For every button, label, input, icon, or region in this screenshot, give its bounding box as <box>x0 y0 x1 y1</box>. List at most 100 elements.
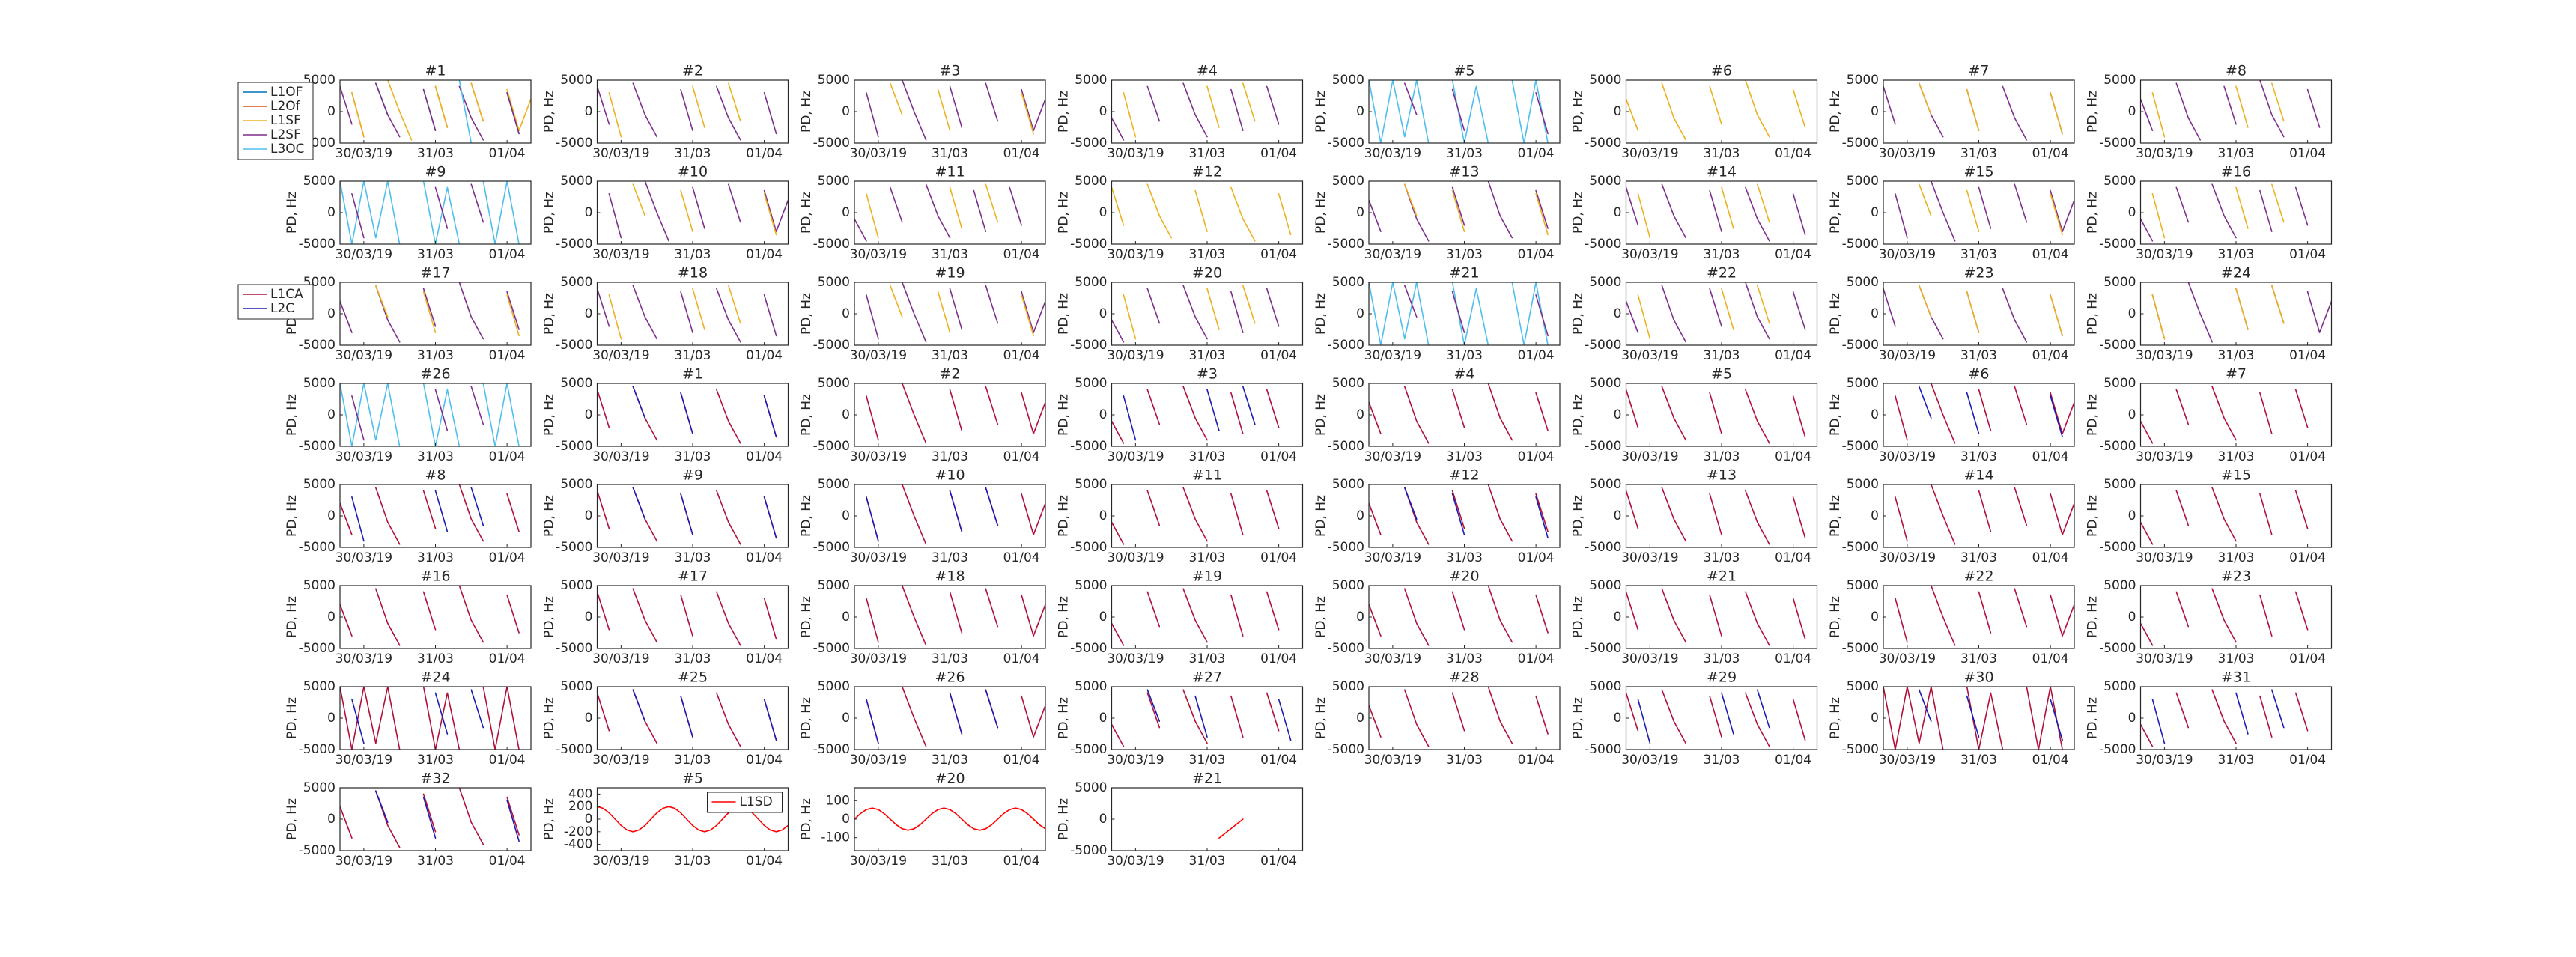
x-tick-label: 30/03/19 <box>1364 449 1421 464</box>
axes-background <box>854 80 1045 143</box>
subplot-title: #7 <box>2226 366 2247 383</box>
y-axis-label: PD, Hz <box>799 697 814 739</box>
y-axis-label: PD, Hz <box>1313 91 1328 133</box>
x-tick-label: 31/03 <box>1446 146 1483 161</box>
y-axis-label: PD, Hz <box>2086 91 2100 133</box>
x-tick-label: 01/04 <box>1775 247 1811 262</box>
subplot-title: #23 <box>1963 265 1993 282</box>
series-line <box>890 82 1034 135</box>
x-tick-label: 30/03/19 <box>1879 651 1936 666</box>
subplot-title: #13 <box>1449 164 1479 180</box>
y-axis-label: PD, Hz <box>285 495 300 537</box>
y-axis-label: PD, Hz <box>542 91 557 133</box>
y-tick-label: -5000 <box>1842 540 1879 555</box>
axes-background <box>1883 282 2074 345</box>
x-tick-label: 30/03/19 <box>850 449 907 464</box>
y-axis-label: PD, Hz <box>1571 394 1586 436</box>
y-axis-label: PD, Hz <box>542 394 557 436</box>
plot-area <box>1626 487 1806 545</box>
y-tick-label: 0 <box>842 711 850 726</box>
subplot: #31 PD, Hz -5000 0 5000 30/03/19 31/03 01/04 <box>2086 669 2333 768</box>
x-tick-label: 01/04 <box>1518 146 1555 161</box>
series-line <box>1369 687 1549 747</box>
x-tick-label: 30/03/19 <box>1364 651 1421 666</box>
y-tick-label: -5000 <box>556 540 592 555</box>
x-tick-label: 01/04 <box>1775 348 1811 363</box>
y-tick-label: 5000 <box>1589 578 1621 593</box>
x-tick-label: 31/03 <box>1446 247 1483 262</box>
y-tick-label: 0 <box>1099 407 1108 422</box>
axes-background <box>1626 687 1817 750</box>
x-tick-label: 31/03 <box>1704 247 1740 262</box>
subplot: #13 PD, Hz-5000 0 5000 30/03/19 31/03 01/04 <box>1313 164 1561 262</box>
x-tick-label: 31/03 <box>932 550 968 565</box>
y-tick-label: 100 <box>826 793 850 808</box>
series-line <box>1895 484 2074 545</box>
x-tick-label: 01/04 <box>489 348 526 363</box>
y-axis-label: PD, Hz <box>1057 293 1072 335</box>
y-tick-label: 200 <box>568 799 592 814</box>
y-tick-label: 0 <box>842 306 850 321</box>
plot-area <box>1112 386 1303 443</box>
x-tick-label: 01/04 <box>1003 550 1040 565</box>
x-tick-label: 01/04 <box>746 854 783 869</box>
plot-area <box>340 687 520 750</box>
plot-area <box>854 807 1045 831</box>
series-line <box>340 82 520 141</box>
y-tick-label: 5000 <box>2103 578 2136 593</box>
y-tick-label: 5000 <box>1075 679 1107 694</box>
x-tick-label: 30/03/19 <box>592 550 649 565</box>
plot-area <box>2141 184 2332 241</box>
series-line <box>375 790 520 842</box>
y-tick-label: 0 <box>1871 610 1879 625</box>
axes-background <box>1369 586 1560 648</box>
x-tick-label: 31/03 <box>1960 247 1997 262</box>
series-line <box>866 183 999 239</box>
subplot: #19 PD, Hz -5000 0 5000 30/03/19 31/03 01/04 <box>1057 568 1304 666</box>
plot-area <box>597 285 777 343</box>
subplot: #15 PD, Hz -5000 0 5000 30/03/19 31/03 01/04 <box>2086 467 2333 565</box>
subplot: #7 PD, Hz -5000 0 5000 30/03/19 31/03 01/04 <box>1828 63 2075 161</box>
subplot-title: #26 <box>935 669 965 686</box>
series-line <box>597 285 777 343</box>
y-tick-label: 5000 <box>1589 275 1621 290</box>
y-axis-label: PD, Hz <box>285 394 300 436</box>
axes-background <box>854 383 1045 446</box>
axes-background <box>2140 586 2332 648</box>
series-line <box>597 82 777 141</box>
subplot-title: #20 <box>1449 568 1479 585</box>
axes-background <box>1111 282 1303 345</box>
y-tick-label: -5000 <box>2099 540 2136 555</box>
series-line <box>1637 183 1770 239</box>
y-axis-label: PD, Hz <box>542 495 557 537</box>
axes-background <box>1626 181 1817 244</box>
axes-background <box>1626 383 1817 446</box>
subplot: #11 PD, Hz -5000 0 5000 30/03/19 31/03 01/04 <box>1057 467 1304 565</box>
subplot-title: #11 <box>935 164 965 180</box>
subplot: #26 PD, Hz -5000 0 5000 30/03/19 31/03 01/04 <box>285 366 532 464</box>
plot-area <box>597 386 777 444</box>
y-tick-label: -5000 <box>1585 136 1621 151</box>
y-tick-label: 5000 <box>303 376 335 391</box>
y-tick-label: -5000 <box>1328 338 1364 353</box>
subplot: #24 PD, Hz -5000 0 5000 30/03/19 31/03 01/04 <box>285 669 532 768</box>
y-tick-label: 0 <box>1356 306 1364 321</box>
y-tick-label: 5000 <box>560 73 592 88</box>
plot-area <box>866 80 1045 141</box>
y-tick-label: -5000 <box>1842 641 1879 656</box>
y-tick-label: 0 <box>327 407 335 422</box>
x-tick-label: 30/03/19 <box>2136 753 2193 768</box>
plot-area <box>866 687 1045 747</box>
x-tick-label: 30/03/19 <box>1107 146 1164 161</box>
y-tick-label: 0 <box>1099 205 1108 220</box>
axes-background <box>2140 282 2332 345</box>
axes-background <box>854 788 1045 851</box>
x-tick-label: 31/03 <box>2218 247 2255 262</box>
x-tick-label: 31/03 <box>932 146 968 161</box>
subplot-title: #5 <box>1453 63 1474 79</box>
subplot-title: #8 <box>2226 63 2247 79</box>
subplot-title: #6 <box>1968 366 1989 383</box>
y-tick-label: -5000 <box>1585 742 1621 757</box>
plot-area <box>1369 687 1549 747</box>
subplot: #11 PD, Hz -5000 0 5000 30/03/19 31/03 01/04 <box>799 164 1046 262</box>
